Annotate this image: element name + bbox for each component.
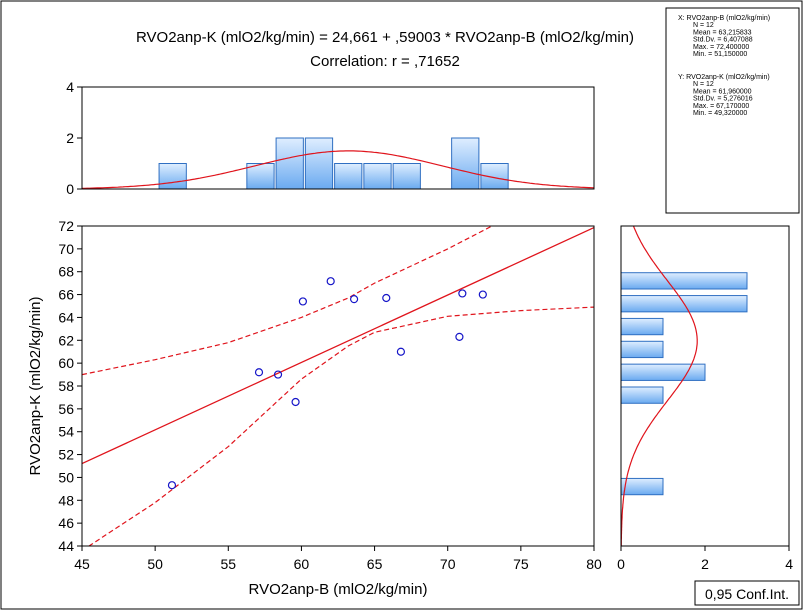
data-point: [382, 293, 391, 303]
data-point: [349, 295, 359, 304]
x-histogram-bar: [363, 163, 392, 189]
x-histogram-bar: [275, 137, 304, 189]
data-point: [298, 297, 307, 306]
stats-line: Max. = 72,400000: [693, 44, 749, 51]
stats-box-frame: [665, 7, 800, 214]
y-tick-label: 54: [58, 424, 74, 440]
x-hist-tick-label: 2: [66, 130, 74, 146]
stats-line: Mean = 61,960000: [693, 88, 752, 95]
y-histogram-bar: [621, 340, 664, 359]
data-point: [254, 368, 264, 377]
y-tick-label: 64: [58, 309, 74, 325]
stats-line: N = 12: [693, 81, 714, 88]
y-tick-label: 48: [58, 492, 74, 508]
x-tick-label: 50: [147, 556, 163, 572]
y-tick-label: 46: [58, 515, 74, 531]
y-histogram-bar: [621, 386, 664, 404]
y-hist-tick-label: 4: [785, 556, 793, 572]
x-histogram: 0 2 4: [66, 79, 595, 197]
x-tick-label: 75: [513, 556, 529, 572]
data-point: [326, 277, 335, 286]
stats-line: Min. = 51,150000: [693, 51, 747, 58]
x-histogram-bar: [480, 163, 509, 189]
stats-line: X: RVO2anp-B (mlO2/kg/min): [678, 15, 770, 22]
scatter-plot: 45 50 55 60 65 70 75 80 44 46 48 50 52 54 56 58 60 62 64 6…: [27, 218, 602, 598]
y-tick-label: 62: [58, 332, 74, 348]
confidence-band-upper: [82, 226, 494, 376]
y-axis-title: RVO2anp-K (mlO2/kg/min): [27, 297, 44, 476]
confidence-band-lower: [87, 306, 594, 546]
regression-line: [82, 226, 594, 465]
x-hist-tick-label: 4: [66, 79, 74, 95]
y-histogram-bar: [621, 477, 664, 496]
data-point: [396, 347, 406, 356]
x-histogram-bar: [392, 163, 421, 189]
y-hist-tick-label: 0: [617, 556, 625, 572]
y-histogram-bar: [621, 272, 748, 290]
data-point: [273, 370, 283, 379]
y-tick-label: 70: [58, 241, 74, 257]
stats-line: Max. = 67,170000: [693, 103, 749, 110]
data-point: [478, 290, 487, 299]
chart-title: RVO2anp-K (mlO2/kg/min) = 24,661 + ,5900…: [136, 29, 634, 46]
y-hist-tick-label: 2: [701, 556, 709, 572]
data-point: [167, 481, 177, 490]
stats-line: Mean = 63,215833: [693, 29, 752, 36]
x-hist-tick-label: 0: [66, 181, 74, 197]
scatter-frame: [81, 225, 595, 547]
x-histogram-bar: [334, 163, 363, 189]
y-tick-label: 58: [58, 378, 74, 394]
data-point: [458, 289, 467, 298]
x-tick-label: 45: [74, 556, 90, 572]
legend-label: 0,95 Conf.Int.: [705, 586, 789, 602]
y-histogram-bar: [621, 317, 664, 336]
x-histogram-bar: [246, 163, 275, 189]
x-normal-curve: [82, 150, 594, 189]
y-histogram-bar: [621, 363, 706, 381]
x-histogram-bar: [158, 163, 187, 189]
y-tick-label: 60: [58, 355, 74, 371]
y-tick-label: 56: [58, 401, 74, 417]
x-tick-label: 60: [294, 556, 310, 572]
chart-subtitle: Correlation: r = ,71652: [310, 53, 460, 70]
x-axis-title: RVO2anp-B (mlO2/kg/min): [249, 581, 428, 598]
y-normal-curve: [621, 226, 698, 546]
y-tick-label: 72: [58, 218, 74, 234]
stats-line: Min. = 49,320000: [693, 110, 747, 117]
stats-line: Y: RVO2anp-K (mlO2/kg/min): [678, 74, 770, 81]
x-histogram-bar: [451, 137, 480, 189]
x-tick-label: 70: [440, 556, 456, 572]
legend: 0,95 Conf.Int.: [694, 580, 800, 606]
stats-line: Std.Dv. = 5,276016: [693, 96, 753, 103]
y-tick-label: 50: [58, 469, 74, 485]
stats-line: Std.Dv. = 6,407088: [693, 37, 753, 44]
data-point: [291, 397, 300, 407]
data-point: [455, 332, 464, 341]
legend-frame: [694, 580, 800, 606]
y-tick-label: 68: [58, 264, 74, 280]
y-histogram: 0 2 4: [617, 225, 793, 572]
y-tick-label: 66: [58, 287, 74, 303]
x-tick-label: 65: [367, 556, 383, 572]
y-tick-label: 44: [58, 538, 74, 554]
x-tick-label: 55: [220, 556, 236, 572]
x-histogram-bar: [304, 137, 334, 189]
x-tick-label: 80: [586, 556, 602, 572]
y-tick-label: 52: [58, 447, 74, 463]
stats-line: N = 12: [693, 22, 714, 29]
